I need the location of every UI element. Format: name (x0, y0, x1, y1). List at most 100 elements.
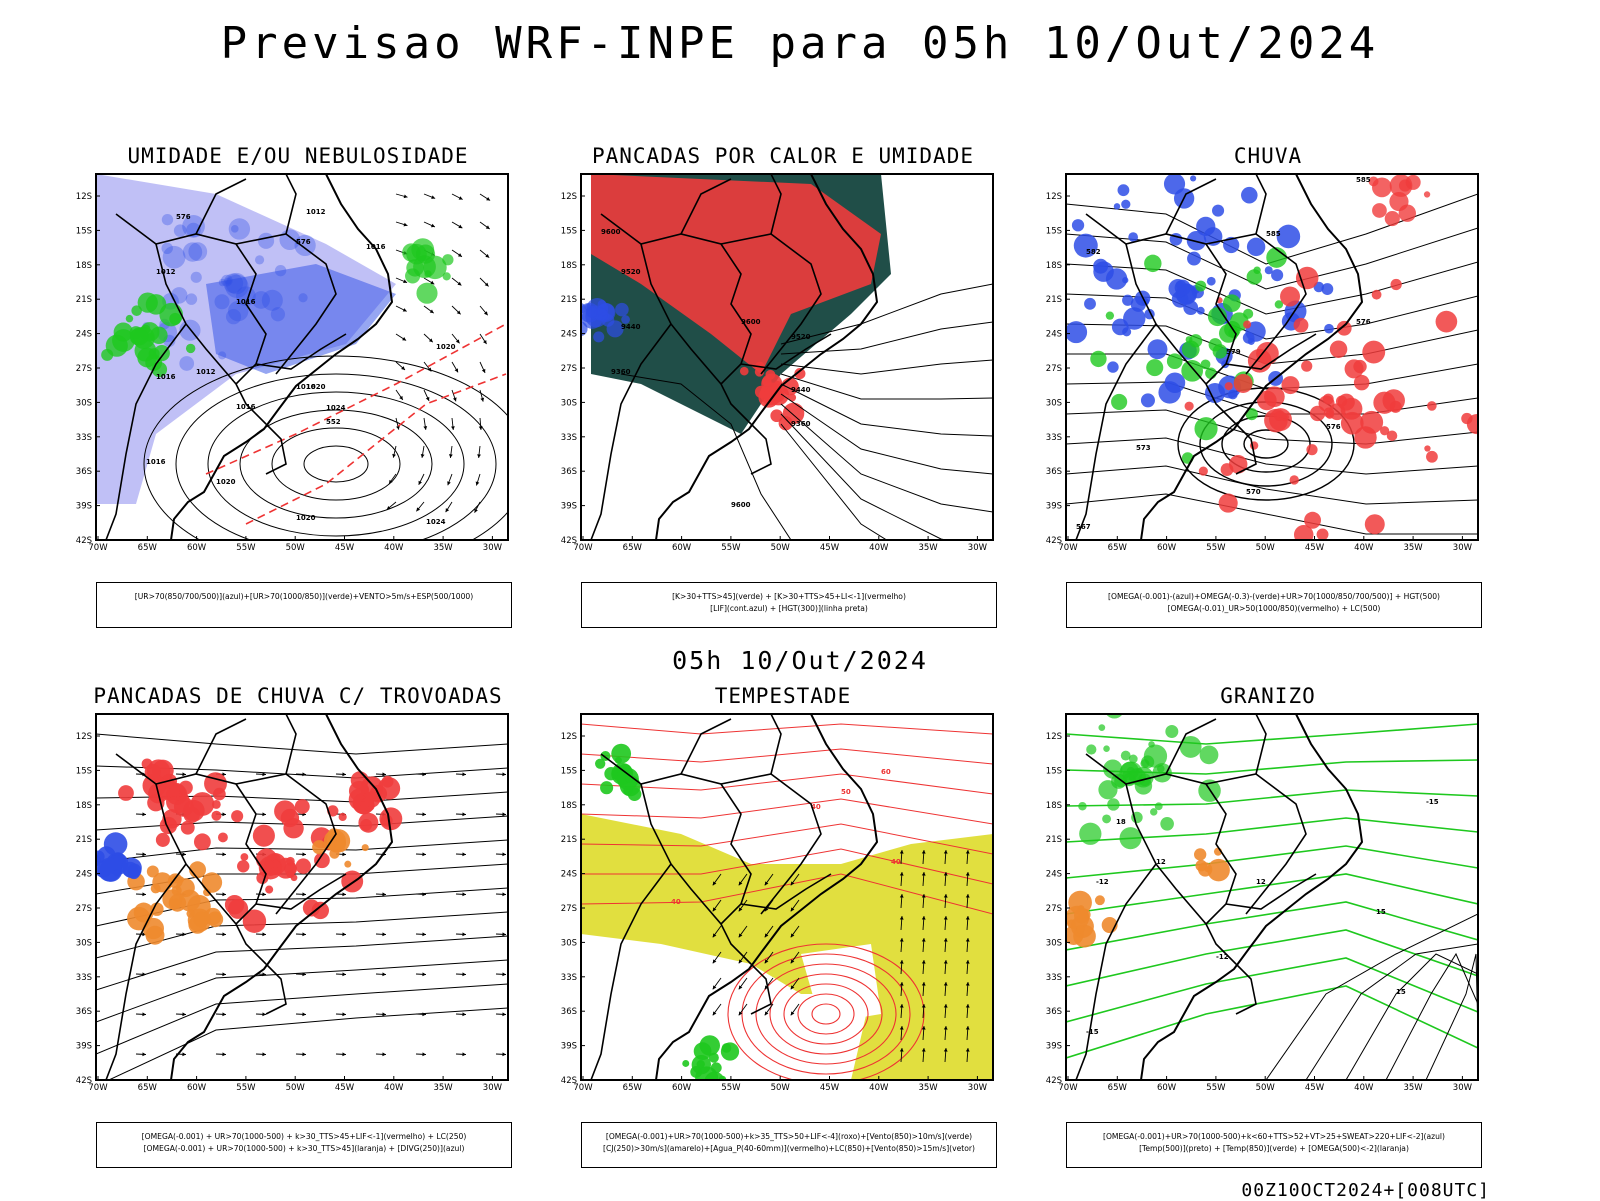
humidity-cell (258, 233, 274, 249)
state-border (681, 719, 731, 774)
lat-tick-label: 21S (1046, 295, 1062, 305)
temp-850-contour (1123, 771, 1130, 778)
contour-label: 40 (891, 858, 901, 866)
omega-area (1114, 203, 1120, 209)
wind-vector-head (480, 398, 484, 402)
wind-vector-head (142, 892, 146, 896)
omega-area (1072, 219, 1084, 231)
divergence-area (104, 832, 128, 856)
panel-title: CHUVA (1028, 144, 1508, 168)
lon-tick-label: 60W (1157, 543, 1177, 553)
omega-strong-area (1111, 394, 1127, 410)
contour-line (176, 374, 496, 554)
omega-strong-area (1195, 281, 1206, 292)
lon-tick-label: 45W (335, 543, 355, 553)
rain-area (1294, 318, 1309, 333)
wind-vector-head (462, 932, 466, 936)
thunderstorm-area (184, 807, 200, 823)
thunderstorm-area (174, 792, 180, 798)
thunderstorm-area (352, 793, 373, 814)
wind-vector-head (422, 812, 426, 816)
rain-area (1306, 444, 1317, 455)
temp-500-line (1386, 954, 1478, 1080)
wind-vector-head (462, 892, 466, 896)
lon-tick-label: 40W (869, 1083, 889, 1093)
wind-850-area (693, 1079, 708, 1094)
omega-area (1271, 269, 1283, 281)
rain-area (1280, 286, 1300, 306)
lat-tick-label: 33S (561, 433, 577, 443)
rain-area (1337, 321, 1352, 336)
contour-label: 579 (1226, 348, 1241, 356)
omega-area (1112, 319, 1129, 336)
rain-area (1385, 211, 1400, 226)
contour-label: 1020 (296, 514, 316, 522)
rain-area (1294, 525, 1313, 544)
green-contour (416, 283, 437, 304)
contour-label: 50 (841, 788, 851, 796)
lifted-index-contour (615, 303, 629, 317)
lon-tick-label: 60W (1157, 1083, 1177, 1093)
lon-tick-label: 70W (573, 1083, 593, 1093)
temp-850-contour (1155, 802, 1163, 810)
rain-area (1424, 445, 1430, 451)
temp-500-line (1306, 944, 1478, 1080)
contour-label: 9600 (601, 228, 621, 236)
lat-tick-label: 12S (561, 192, 577, 202)
omega-area (1183, 300, 1198, 315)
contour-label: 576 (1326, 423, 1341, 431)
wind-vector-head (765, 1011, 769, 1015)
legend-line: [OMEGA(-0.001) + UR>70(1000-500) + k>30_… (97, 1143, 511, 1155)
contour-label: 9440 (791, 386, 811, 394)
wind-vector-head (739, 985, 743, 989)
contour-line (304, 446, 368, 482)
wind-vector-head (502, 892, 506, 896)
omega-area (1121, 200, 1130, 209)
green-contour (186, 344, 195, 353)
lon-tick-label: 45W (820, 543, 840, 553)
wind-vector-head (486, 225, 490, 229)
wind-850-area (600, 781, 613, 794)
lon-tick-label: 55W (721, 543, 741, 553)
lat-tick-label: 12S (1046, 732, 1062, 742)
temp-850-contour (1121, 751, 1131, 761)
humidity-cell (223, 273, 243, 293)
lon-tick-label: 35W (1403, 543, 1423, 553)
showers-area (344, 861, 351, 868)
lat-tick-label: 30S (1046, 938, 1062, 948)
lon-tick-label: 40W (384, 1083, 404, 1093)
wind-vector-head (502, 852, 506, 856)
contour-label: 60 (881, 768, 891, 776)
lon-tick-label: 70W (1058, 543, 1078, 553)
wind-vector-head (302, 932, 306, 936)
contour-label: 585 (1266, 230, 1281, 238)
lat-tick-label: 27S (1046, 364, 1062, 374)
wind-vector-head (382, 932, 386, 936)
omega-area (1106, 268, 1127, 289)
omega-strong-area (1213, 344, 1228, 359)
omega-strong-area (1146, 359, 1163, 376)
contour-label: 15 (1376, 908, 1386, 916)
omega-strong-area (1223, 294, 1241, 312)
wind-vector-head (462, 972, 466, 976)
wind-vector-head (404, 194, 408, 198)
lon-tick-label: 45W (335, 1083, 355, 1093)
legend-box: [UR>70(850/700/500)](azul)+[UR>70(1000/8… (96, 582, 512, 628)
temp-850-contour (1102, 814, 1111, 823)
legend-line: [Temp(500)](preto) + [Temp(850)](verde) … (1067, 1143, 1481, 1155)
rain-area (1243, 320, 1251, 328)
state-border (1256, 714, 1266, 774)
rain-area (1391, 279, 1402, 290)
omega-area (1321, 283, 1333, 295)
temp-850-contour (1165, 725, 1178, 738)
wind-vector-head (791, 1011, 795, 1015)
thunderstorm-area (211, 811, 221, 821)
thunderstorm-area (225, 895, 244, 914)
lat-tick-label: 15S (76, 766, 92, 776)
rain-area (1319, 396, 1335, 412)
rain-area (1389, 192, 1408, 211)
wind-850-area (611, 744, 631, 764)
